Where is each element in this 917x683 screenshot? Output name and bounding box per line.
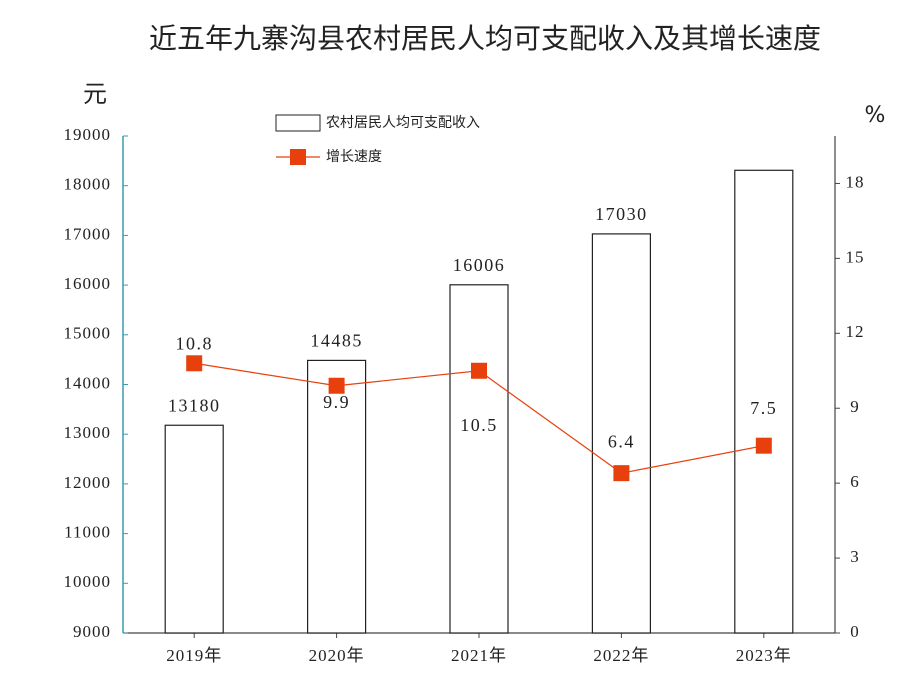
bar: [591, 233, 652, 634]
x-tick-label: 2019年: [166, 646, 222, 665]
line-marker: [471, 362, 487, 379]
y2-tick-label: 18: [846, 172, 865, 191]
y2-tick-label: 12: [846, 322, 865, 341]
chart-title: 近五年九寨沟县农村居民人均可支配收入及其增长速度: [149, 22, 821, 55]
bar-value-label: 14485: [310, 331, 363, 351]
y2-tick-label: 6: [850, 472, 860, 491]
y-tick-label: 18000: [64, 175, 112, 194]
y-tick-label: 19000: [64, 125, 112, 144]
bar: [449, 284, 509, 634]
line-value-label: 10.5: [460, 415, 498, 435]
y2-tick-label: 3: [850, 547, 860, 566]
bar-value-label: 13180: [168, 395, 221, 415]
x-tick-label: 2021年: [451, 646, 507, 665]
line-value-label: 9.9: [323, 392, 350, 412]
legend-swatch: [275, 114, 321, 132]
bar: [307, 359, 367, 634]
y2-tick-label: 9: [850, 397, 860, 416]
line-value-label: 7.5: [750, 398, 777, 418]
line-marker: [186, 355, 203, 372]
legend-label: 增长速度: [326, 149, 382, 165]
y2-tick-label: 0: [850, 622, 860, 641]
y-tick-label: 15000: [64, 324, 112, 343]
y2-axis-unit: %: [865, 103, 886, 128]
y2-tick-label: 15: [846, 247, 865, 266]
y-tick-label: 12000: [64, 473, 112, 492]
x-tick-label: 2020年: [309, 646, 365, 665]
x-tick-label: 2023年: [736, 646, 792, 665]
y-tick-label: 16000: [64, 274, 112, 293]
line-marker: [613, 465, 630, 482]
bar: [734, 169, 794, 634]
legend-swatch: [290, 149, 306, 165]
bar-value-label: 17030: [595, 204, 648, 224]
x-tick-label: 2022年: [593, 646, 649, 665]
y-tick-label: 11000: [64, 523, 111, 542]
line-value-label: 10.8: [175, 333, 213, 353]
line-marker: [328, 377, 345, 394]
line-value-label: 6.4: [608, 431, 635, 451]
bar: [164, 424, 224, 634]
y-tick-label: 14000: [64, 373, 112, 392]
legend-label: 农村居民人均可支配收入: [326, 115, 480, 131]
line-marker: [755, 437, 772, 454]
y-tick-label: 9000: [73, 622, 111, 641]
y-axis-unit: 元: [83, 80, 107, 108]
y-tick-label: 17000: [64, 224, 112, 243]
y-tick-label: 13000: [64, 423, 112, 442]
bar-value-label: 16006: [453, 255, 506, 275]
y-tick-label: 10000: [64, 572, 112, 591]
